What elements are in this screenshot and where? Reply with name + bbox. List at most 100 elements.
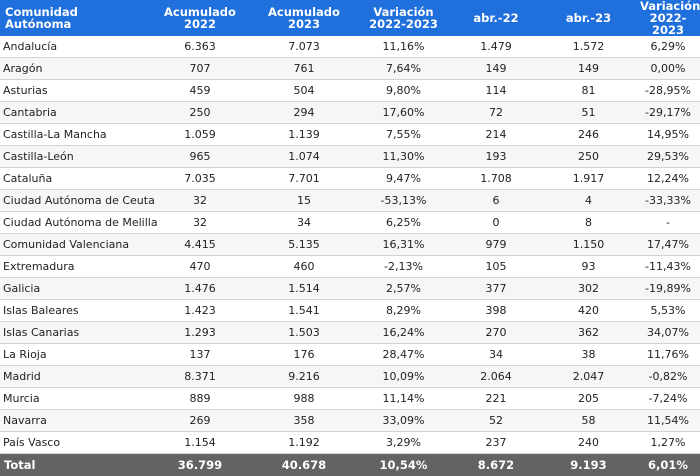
value-cell: 270 — [451, 322, 541, 344]
value-cell: 7.073 — [252, 36, 356, 58]
region-name-cell: Ciudad Autónoma de Ceuta — [0, 190, 148, 212]
value-cell: 7,55% — [356, 124, 451, 146]
value-cell: -29,17% — [636, 102, 700, 124]
value-cell: 250 — [148, 102, 252, 124]
value-cell: 1.476 — [148, 278, 252, 300]
value-cell: 1.503 — [252, 322, 356, 344]
value-cell: 0 — [451, 212, 541, 234]
value-cell: 29,53% — [636, 146, 700, 168]
value-cell: 250 — [541, 146, 636, 168]
value-cell: 2,57% — [356, 278, 451, 300]
value-cell: 4.415 — [148, 234, 252, 256]
region-name-cell: Castilla-León — [0, 146, 148, 168]
region-name-cell: Aragón — [0, 58, 148, 80]
value-cell: 5,53% — [636, 300, 700, 322]
value-cell: 6,29% — [636, 36, 700, 58]
region-name-cell: Castilla-La Mancha — [0, 124, 148, 146]
value-cell: 7,64% — [356, 58, 451, 80]
value-cell: -2,13% — [356, 256, 451, 278]
value-cell: 8,29% — [356, 300, 451, 322]
value-cell: 193 — [451, 146, 541, 168]
value-cell: 470 — [148, 256, 252, 278]
value-cell: 11,30% — [356, 146, 451, 168]
value-cell: 6 — [451, 190, 541, 212]
value-cell: 1,27% — [636, 432, 700, 454]
region-name-cell: Cataluña — [0, 168, 148, 190]
value-cell: 15 — [252, 190, 356, 212]
value-cell: 176 — [252, 344, 356, 366]
value-cell: 1.293 — [148, 322, 252, 344]
value-cell: 1.708 — [451, 168, 541, 190]
value-cell: -28,95% — [636, 80, 700, 102]
value-cell: -53,13% — [356, 190, 451, 212]
value-cell: 1.514 — [252, 278, 356, 300]
value-cell: 11,16% — [356, 36, 451, 58]
value-cell: 221 — [451, 388, 541, 410]
value-cell: 9.216 — [252, 366, 356, 388]
value-cell: 32 — [148, 212, 252, 234]
value-cell: 5.135 — [252, 234, 356, 256]
value-cell: 12,24% — [636, 168, 700, 190]
value-cell: 504 — [252, 80, 356, 102]
header-row: Comunidad Autónoma Acumulado 2022 Acumul… — [0, 0, 700, 36]
total-cell: 6,01% — [636, 454, 700, 476]
column-header-acumulado-2022: Acumulado 2022 — [148, 0, 252, 36]
value-cell: 237 — [451, 432, 541, 454]
column-header-abr-22: abr.-22 — [451, 0, 541, 36]
column-header-variacion-abril: Variación 2022-2023 — [636, 0, 700, 36]
value-cell: 302 — [541, 278, 636, 300]
value-cell: 294 — [252, 102, 356, 124]
value-cell: 11,76% — [636, 344, 700, 366]
total-cell: 40.678 — [252, 454, 356, 476]
value-cell: 240 — [541, 432, 636, 454]
value-cell: 1.154 — [148, 432, 252, 454]
region-name-cell: Extremadura — [0, 256, 148, 278]
value-cell: 214 — [451, 124, 541, 146]
value-cell: 979 — [451, 234, 541, 256]
value-cell: 1.917 — [541, 168, 636, 190]
value-cell: 362 — [541, 322, 636, 344]
value-cell: 4 — [541, 190, 636, 212]
value-cell: - — [636, 212, 700, 234]
value-cell: 38 — [541, 344, 636, 366]
value-cell: 1.572 — [541, 36, 636, 58]
value-cell: 14,95% — [636, 124, 700, 146]
value-cell: 707 — [148, 58, 252, 80]
value-cell: 114 — [451, 80, 541, 102]
total-row: Total 36.799 40.678 10,54% 8.672 9.193 6… — [0, 454, 700, 476]
column-header-acumulado-2023: Acumulado 2023 — [252, 0, 356, 36]
value-cell: 889 — [148, 388, 252, 410]
region-name-cell: Murcia — [0, 388, 148, 410]
value-cell: 16,24% — [356, 322, 451, 344]
value-cell: 3,29% — [356, 432, 451, 454]
value-cell: 51 — [541, 102, 636, 124]
value-cell: 0,00% — [636, 58, 700, 80]
value-cell: 965 — [148, 146, 252, 168]
region-name-cell: La Rioja — [0, 344, 148, 366]
value-cell: -7,24% — [636, 388, 700, 410]
value-cell: 460 — [252, 256, 356, 278]
value-cell: 1.074 — [252, 146, 356, 168]
column-header-comunidad: Comunidad Autónoma — [0, 0, 148, 36]
total-cell: 9.193 — [541, 454, 636, 476]
value-cell: 10,09% — [356, 366, 451, 388]
value-cell: 16,31% — [356, 234, 451, 256]
value-cell: 52 — [451, 410, 541, 432]
value-cell: 205 — [541, 388, 636, 410]
region-name-cell: Islas Canarias — [0, 322, 148, 344]
region-name-cell: Ciudad Autónoma de Melilla — [0, 212, 148, 234]
value-cell: 7.701 — [252, 168, 356, 190]
